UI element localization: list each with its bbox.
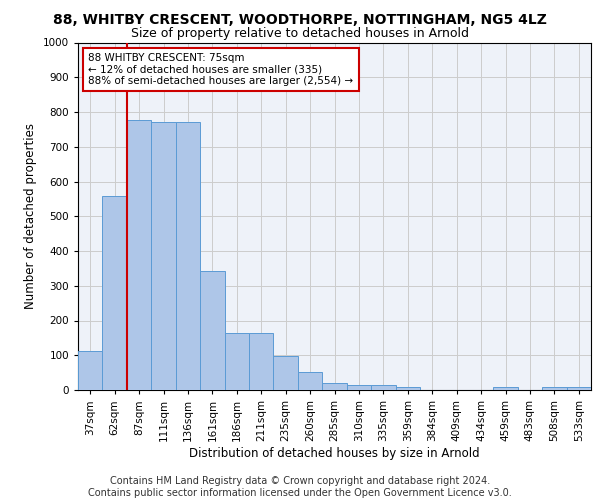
- Bar: [103, 196, 127, 390]
- Bar: [249, 332, 274, 390]
- Bar: [395, 386, 420, 390]
- Bar: [200, 271, 224, 390]
- Bar: [176, 122, 200, 390]
- Bar: [493, 386, 518, 390]
- Bar: [542, 386, 566, 390]
- Bar: [347, 385, 371, 390]
- Text: 88 WHITBY CRESCENT: 75sqm
← 12% of detached houses are smaller (335)
88% of semi: 88 WHITBY CRESCENT: 75sqm ← 12% of detac…: [88, 53, 353, 86]
- Text: Size of property relative to detached houses in Arnold: Size of property relative to detached ho…: [131, 28, 469, 40]
- Text: 88, WHITBY CRESCENT, WOODTHORPE, NOTTINGHAM, NG5 4LZ: 88, WHITBY CRESCENT, WOODTHORPE, NOTTING…: [53, 12, 547, 26]
- Bar: [127, 120, 151, 390]
- Bar: [151, 122, 176, 390]
- Bar: [298, 372, 322, 390]
- Bar: [371, 385, 395, 390]
- Y-axis label: Number of detached properties: Number of detached properties: [24, 123, 37, 309]
- Bar: [224, 332, 249, 390]
- Bar: [322, 383, 347, 390]
- Bar: [274, 356, 298, 390]
- X-axis label: Distribution of detached houses by size in Arnold: Distribution of detached houses by size …: [189, 446, 480, 460]
- Text: Contains HM Land Registry data © Crown copyright and database right 2024.
Contai: Contains HM Land Registry data © Crown c…: [88, 476, 512, 498]
- Bar: [566, 386, 591, 390]
- Bar: [78, 350, 103, 390]
